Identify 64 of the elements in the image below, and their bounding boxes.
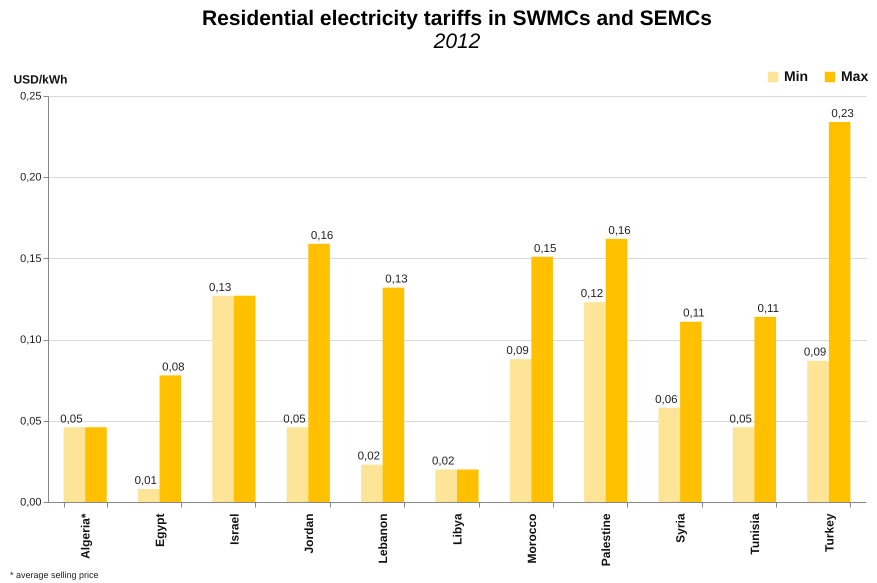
data-label: 0,05	[729, 413, 752, 426]
data-label: 0,13	[208, 282, 232, 294]
bar	[308, 244, 330, 502]
data-label: 0,05	[60, 413, 83, 426]
bar	[807, 360, 829, 502]
bar	[85, 427, 107, 502]
data-label: 0,11	[683, 308, 705, 320]
bar	[584, 302, 606, 502]
data-label: 0,06	[655, 394, 678, 406]
x-tick-label: Syria	[674, 513, 688, 543]
data-label: 0,23	[831, 108, 854, 120]
data-label: 0,02	[432, 456, 454, 468]
bar	[160, 375, 182, 502]
legend-label: Max	[841, 68, 868, 84]
data-label: 0,01	[134, 475, 157, 488]
bar	[658, 408, 680, 502]
x-tick-label: Libya	[450, 513, 464, 545]
y-tick-label: 0,15	[20, 252, 42, 265]
x-tick-label: Algeria*	[78, 513, 93, 559]
bar	[212, 296, 234, 502]
x-tick-label: Palestine	[599, 513, 614, 566]
data-label: 0,11	[757, 302, 780, 315]
x-tick-label: Egypt	[153, 514, 168, 547]
y-tick-label: 0,05	[20, 415, 42, 428]
bar	[64, 427, 86, 502]
y-tick-label: 0,20	[20, 172, 42, 184]
x-tick-label: Lebanon	[376, 514, 390, 564]
bar	[680, 322, 702, 502]
bar	[828, 122, 850, 502]
bar	[510, 359, 532, 502]
text: * average selling price	[10, 570, 99, 580]
x-tick-label: Turkey	[822, 513, 836, 552]
bar	[531, 256, 553, 502]
y-axis-title: USD/kWh	[14, 72, 68, 86]
bar	[732, 427, 754, 502]
data-label: 0,12	[580, 288, 604, 300]
bar	[361, 464, 383, 502]
bar	[457, 470, 479, 502]
x-tick-label: Morocco	[524, 514, 539, 564]
chart-title: Residential electricity tariffs in SWMCs and SEMCs	[202, 7, 712, 30]
data-label: 0,09	[804, 346, 826, 359]
bar	[234, 296, 256, 502]
chart-subtitle: 2012	[432, 30, 481, 53]
bar	[435, 470, 457, 502]
bar	[286, 427, 308, 502]
bar	[754, 316, 776, 502]
data-label: 0,13	[385, 274, 408, 286]
data-label: 0,02	[358, 450, 380, 463]
data-label: 0,05	[283, 413, 306, 426]
legend-label: Min	[784, 68, 808, 84]
data-label: 0,16	[608, 224, 631, 237]
x-tick-label: Tunisia	[748, 513, 762, 555]
bar	[138, 489, 160, 502]
y-tick-label: 0,25	[20, 90, 42, 102]
y-tick-label: 0,00	[20, 496, 42, 508]
x-tick-label: Israel	[227, 514, 242, 545]
data-label: 0,16	[310, 230, 334, 242]
data-label: 0,15	[534, 242, 556, 255]
bar	[606, 238, 628, 502]
x-tick-label: Jordan	[302, 514, 316, 554]
bar	[382, 288, 404, 502]
y-tick-label: 0,10	[20, 334, 42, 346]
data-label: 0,09	[506, 345, 529, 358]
data-label: 0,08	[162, 361, 185, 374]
